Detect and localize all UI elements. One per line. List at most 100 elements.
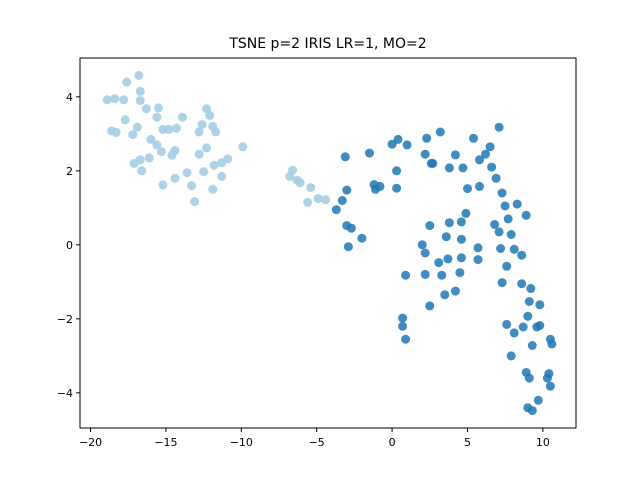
scatter-point: [393, 134, 403, 144]
scatter-point: [502, 261, 512, 271]
y-tick-label: 2: [66, 165, 73, 178]
scatter-point: [545, 381, 555, 391]
x-tick-label: 5: [464, 436, 471, 449]
scatter-point: [295, 178, 305, 188]
scatter-point: [110, 94, 120, 104]
y-tick-label: −4: [57, 387, 73, 400]
scatter-point: [547, 339, 557, 349]
scatter-point: [524, 373, 534, 383]
scatter-point: [497, 278, 507, 288]
scatter-point: [172, 123, 181, 133]
scatter-point: [425, 301, 435, 311]
scatter-point: [428, 158, 438, 168]
scatter-point: [456, 253, 466, 263]
scatter-point: [199, 167, 209, 177]
y-tick-label: 4: [66, 91, 73, 104]
scatter-point: [473, 255, 483, 265]
scatter-point: [475, 181, 484, 191]
scatter-point: [420, 269, 430, 279]
scatter-point: [535, 321, 545, 330]
scatter-point: [425, 221, 435, 231]
scatter-point: [444, 218, 454, 228]
scatter-point: [435, 127, 445, 137]
scatter-point: [375, 181, 385, 191]
scatter-point: [456, 234, 466, 244]
scatter-point: [119, 95, 129, 105]
scatter-point: [392, 183, 402, 193]
y-tick-label: 0: [66, 239, 73, 252]
x-tick-label: −10: [230, 436, 253, 449]
scatter-point: [122, 77, 132, 87]
scatter-point: [152, 112, 162, 122]
x-tick-label: −5: [309, 436, 325, 449]
scatter-point: [187, 181, 197, 191]
scatter-point: [223, 154, 233, 164]
scatter-point: [444, 163, 454, 173]
scatter-point: [217, 171, 227, 181]
scatter-point: [392, 166, 402, 176]
plot-frame: [79, 57, 577, 429]
scatter-point: [524, 297, 534, 306]
scatter-point: [443, 254, 453, 264]
scatter-point: [209, 160, 219, 170]
scatter-point: [401, 334, 411, 344]
scatter-point: [197, 120, 207, 130]
scatter-point: [194, 149, 204, 159]
scatter-point: [306, 183, 316, 192]
scatter-point: [146, 134, 156, 144]
scatter-point: [544, 369, 554, 379]
scatter-point: [158, 180, 168, 190]
chart-title: TSNE p=2 IRIS LR=1, MO=2: [228, 36, 426, 52]
scatter-point: [313, 194, 323, 204]
x-tick-label: −15: [154, 436, 177, 449]
scatter-point: [420, 149, 430, 159]
y-axis: −4 −2 0 2 4: [57, 91, 80, 400]
scatter-point: [523, 311, 533, 321]
scatter-point: [496, 244, 506, 253]
scatter-point: [458, 163, 468, 173]
series-points: [102, 70, 557, 416]
scatter-point: [506, 230, 516, 239]
scatter-point: [135, 155, 145, 165]
scatter-point: [120, 115, 130, 125]
scatter-point: [494, 122, 504, 132]
scatter-point: [450, 286, 460, 296]
scatter-point: [137, 166, 147, 176]
scatter-point: [357, 233, 367, 243]
scatter-point: [202, 143, 212, 153]
scatter-point: [485, 142, 495, 152]
scatter-point: [497, 188, 507, 198]
scatter-point: [527, 341, 537, 350]
scatter-point: [503, 214, 513, 224]
scatter-point: [434, 258, 444, 268]
scatter-point: [533, 395, 543, 405]
scatter-point: [182, 168, 192, 178]
scatter-point: [398, 321, 408, 331]
scatter-point: [494, 227, 504, 237]
scatter-point: [509, 328, 519, 338]
scatter-point: [512, 199, 522, 209]
scatter-point: [346, 223, 356, 233]
scatter-point: [102, 95, 112, 105]
scatter-point: [490, 220, 500, 229]
scatter-point: [420, 248, 430, 258]
x-tick-label: 0: [389, 436, 396, 449]
x-tick-label: −20: [79, 436, 102, 449]
scatter-point: [170, 173, 180, 183]
scatter-point: [487, 162, 497, 172]
scatter-point: [153, 103, 163, 113]
scatter-point: [152, 140, 162, 150]
scatter-point: [342, 185, 352, 195]
scatter-point: [135, 96, 145, 106]
scatter-point: [481, 149, 490, 159]
scatter-point: [205, 110, 215, 120]
scatter-point: [402, 140, 412, 150]
scatter-point: [437, 270, 447, 280]
scatter-point: [202, 104, 212, 114]
scatter-point: [509, 244, 519, 254]
y-tick-label: −2: [57, 313, 73, 326]
scatter-point: [340, 152, 350, 162]
scatter-point: [517, 279, 527, 289]
